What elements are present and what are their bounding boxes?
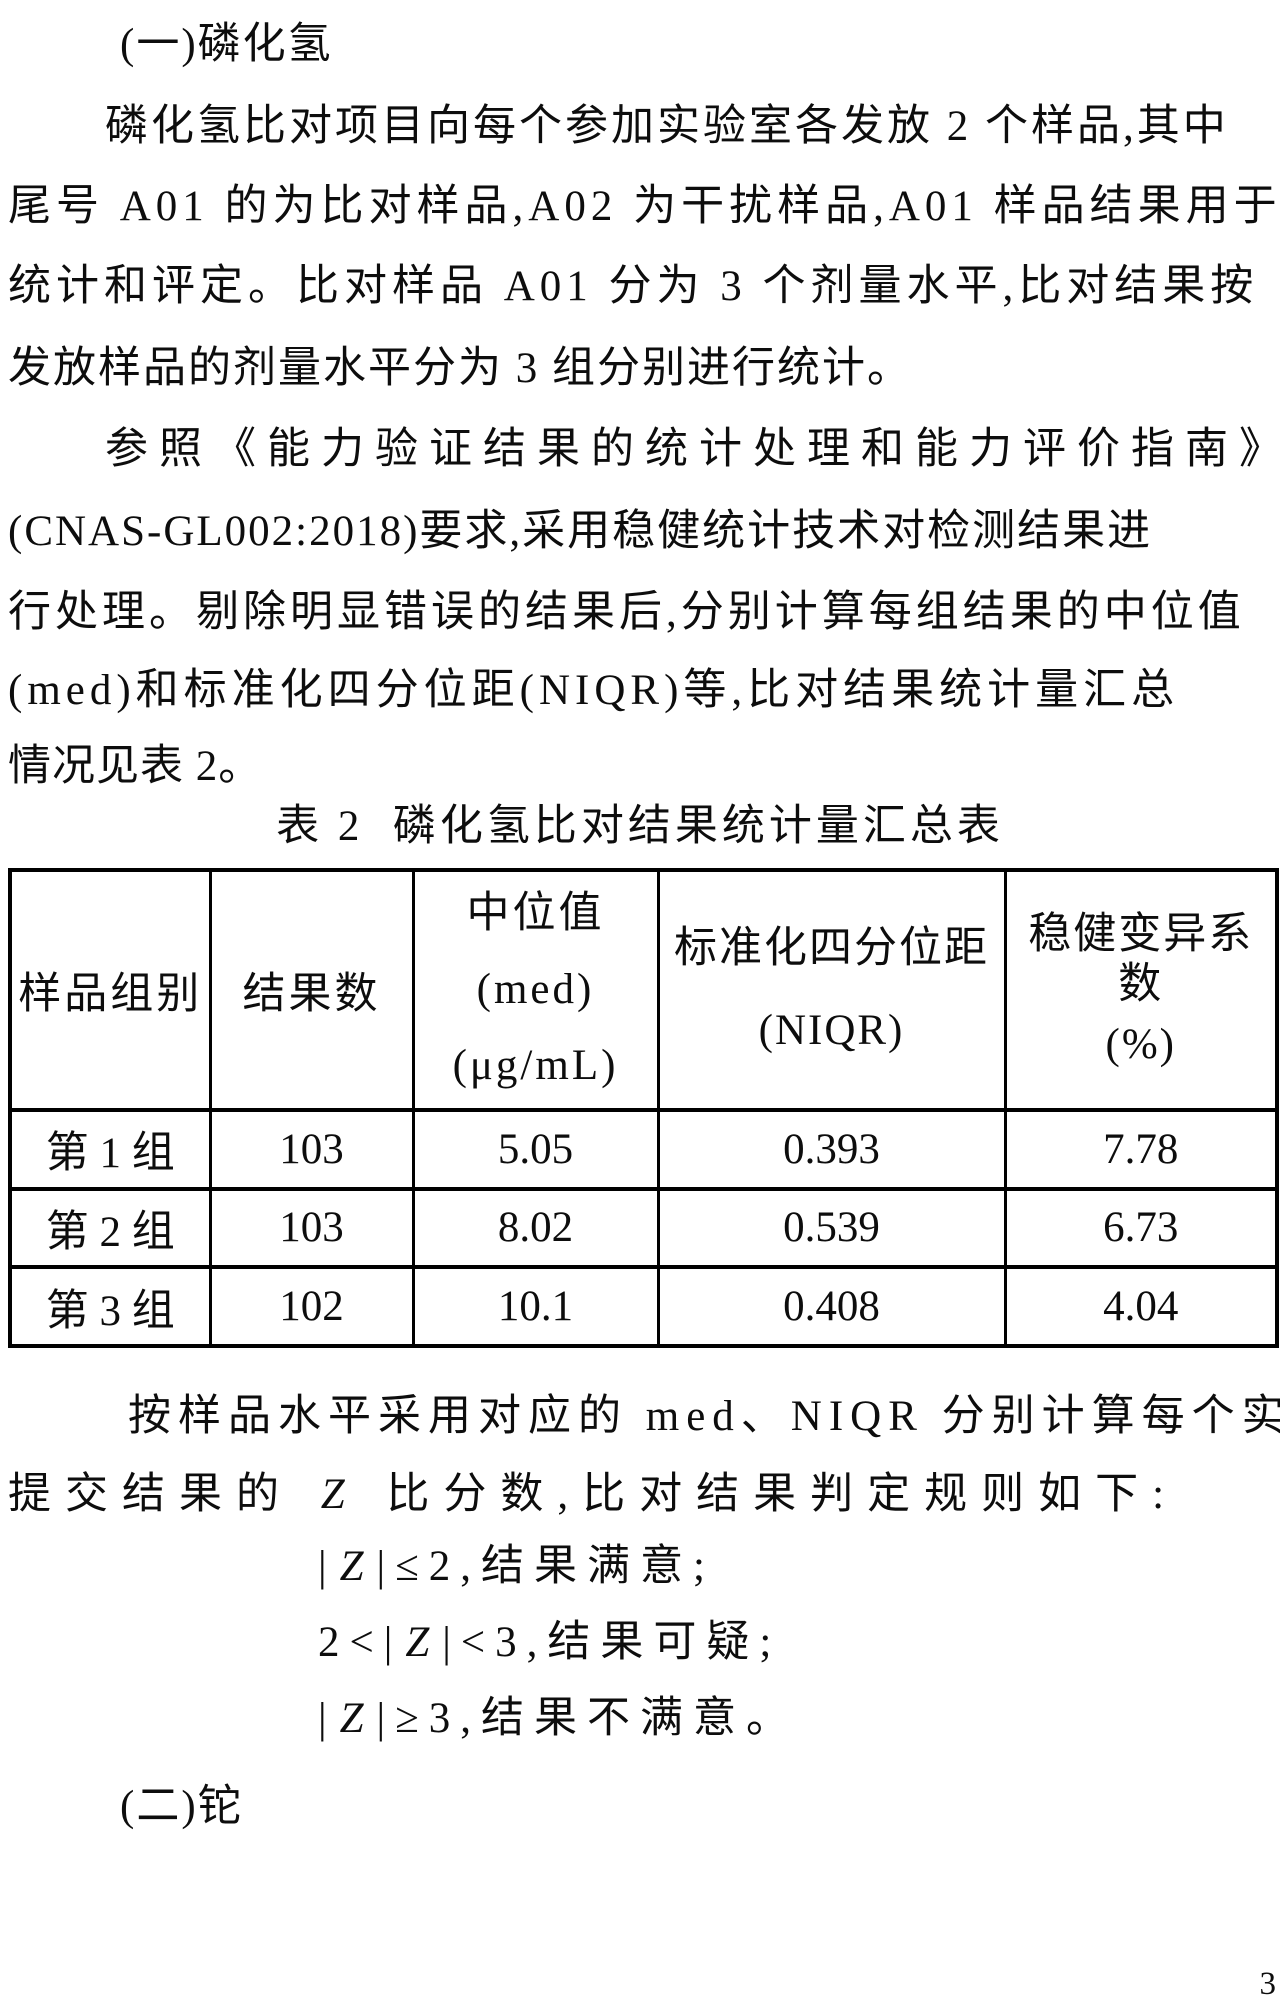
paragraph2-line4: (med)和标准化四分位距(NIQR)等,比对结果统计量汇总 xyxy=(8,667,1180,714)
group2-robust-cv: 6.73 xyxy=(1003,1186,1279,1269)
rule1-suffix: |≤2,结果满意; xyxy=(376,1543,715,1590)
paragraph1-line4: 发放样品的剂量水平分为 3 组分别进行统计。 xyxy=(8,345,912,392)
col-header-sample-group-label: 样品组别 xyxy=(18,971,203,1018)
col-header-result-count: 结果数 xyxy=(208,868,415,1112)
col-header-median-line1: 中位值 xyxy=(466,890,605,937)
group3-result-count: 102 xyxy=(208,1265,415,1348)
rule-questionable: 2<|Z|<3,结果可疑; xyxy=(318,1616,781,1670)
col-header-niqr-line1: 标准化四分位距 xyxy=(674,925,989,972)
section-heading-phosphine: (一)磷化氢 xyxy=(120,21,333,68)
group3-niqr: 0.408 xyxy=(656,1265,1007,1348)
stats-summary-table: 样品组别 结果数 中位值 (med) (μg/mL) 标准化四分位距 (NIQR… xyxy=(8,868,1279,1348)
rule2-prefix: 2<| xyxy=(318,1619,403,1666)
col-header-result-count-label: 结果数 xyxy=(242,971,381,1018)
group1-robust-cv: 7.78 xyxy=(1003,1108,1279,1191)
page-number: 3 xyxy=(1259,1966,1277,2002)
table-row-group3: 第 3 组 102 10.1 0.408 4.04 xyxy=(8,1265,1279,1348)
section-heading-thallium: (二)铊 xyxy=(120,1783,243,1830)
group3-median: 10.1 xyxy=(411,1265,660,1348)
rule-satisfactory: |Z|≤2,结果满意; xyxy=(318,1540,715,1594)
paragraph2-line2: (CNAS-GL002:2018)要求,采用稳健统计技术对检测结果进 xyxy=(8,508,1153,555)
rule2-suffix: |<3,结果可疑; xyxy=(442,1619,782,1666)
paragraph2-line3: 行处理。剔除明显错误的结果后,分别计算每组结果的中位值 xyxy=(8,589,1245,636)
table-row-group1: 第 1 组 103 5.05 0.393 7.78 xyxy=(8,1108,1279,1191)
rule1-prefix: | xyxy=(318,1543,337,1590)
col-header-robust-cv-line1: 稳健变异系数 xyxy=(1028,911,1254,1008)
table-header-row: 样品组别 结果数 中位值 (med) (μg/mL) 标准化四分位距 (NIQR… xyxy=(8,868,1279,1112)
rule3-prefix: | xyxy=(318,1695,337,1742)
col-header-median: 中位值 (med) (μg/mL) xyxy=(411,868,660,1112)
group1-result-count: 103 xyxy=(208,1108,415,1191)
group1-name: 第 1 组 xyxy=(8,1108,212,1191)
col-header-median-line2: (med) xyxy=(476,966,595,1013)
paragraph3-line2-prefix: 提交结果的 xyxy=(8,1471,318,1518)
rule1-z-symbol: Z xyxy=(339,1543,374,1590)
paragraph3-line2: 提交结果的 Z 比分数,比对结果判定规则如下: xyxy=(8,1468,1178,1522)
group2-niqr: 0.539 xyxy=(656,1186,1007,1269)
paragraph1-line3: 统计和评定。比对样品 A01 分为 3 个剂量水平,比对结果按 xyxy=(8,263,1259,310)
col-header-niqr-line2: (NIQR) xyxy=(758,1007,905,1054)
col-header-niqr: 标准化四分位距 (NIQR) xyxy=(656,868,1007,1112)
table-row-group2: 第 2 组 103 8.02 0.539 6.73 xyxy=(8,1186,1279,1269)
col-header-sample-group: 样品组别 xyxy=(8,868,212,1112)
paragraph2-line5: 情况见表 2。 xyxy=(8,743,263,790)
rule3-suffix: |≥3,结果不满意。 xyxy=(376,1695,799,1742)
col-header-robust-cv: 稳健变异系数 (%) xyxy=(1003,868,1279,1112)
group2-median: 8.02 xyxy=(411,1186,660,1269)
paragraph1-line2: 尾号 A01 的为比对样品,A02 为干扰样品,A01 样品结果用于 xyxy=(8,183,1280,230)
group2-result-count: 103 xyxy=(208,1186,415,1269)
paragraph3-line1: 按样品水平采用对应的 med、NIQR 分别计算每个实验室 xyxy=(128,1393,1280,1440)
group1-niqr: 0.393 xyxy=(656,1108,1007,1191)
group1-median: 5.05 xyxy=(411,1108,660,1191)
paragraph2-line1: 参照《能力验证结果的统计处理和能力评价指南》 xyxy=(105,426,1280,473)
paragraph1-line1: 磷化氢比对项目向每个参加实验室各发放 2 个样品,其中 xyxy=(105,103,1229,150)
rule3-z-symbol: Z xyxy=(339,1695,374,1742)
group2-name: 第 2 组 xyxy=(8,1186,212,1269)
group3-robust-cv: 4.04 xyxy=(1003,1265,1279,1348)
z-score-symbol: Z xyxy=(320,1471,359,1518)
rule-unsatisfactory: |Z|≥3,结果不满意。 xyxy=(318,1692,799,1746)
col-header-robust-cv-line2: (%) xyxy=(1105,1021,1176,1068)
group3-name: 第 3 组 xyxy=(8,1265,212,1348)
paragraph3-line2-suffix: 比分数,比对结果判定规则如下: xyxy=(361,1471,1179,1518)
col-header-median-line3: (μg/mL) xyxy=(452,1042,619,1089)
rule2-z-symbol: Z xyxy=(405,1619,440,1666)
table-caption: 表 2 磷化氢比对结果统计量汇总表 xyxy=(276,803,1004,850)
